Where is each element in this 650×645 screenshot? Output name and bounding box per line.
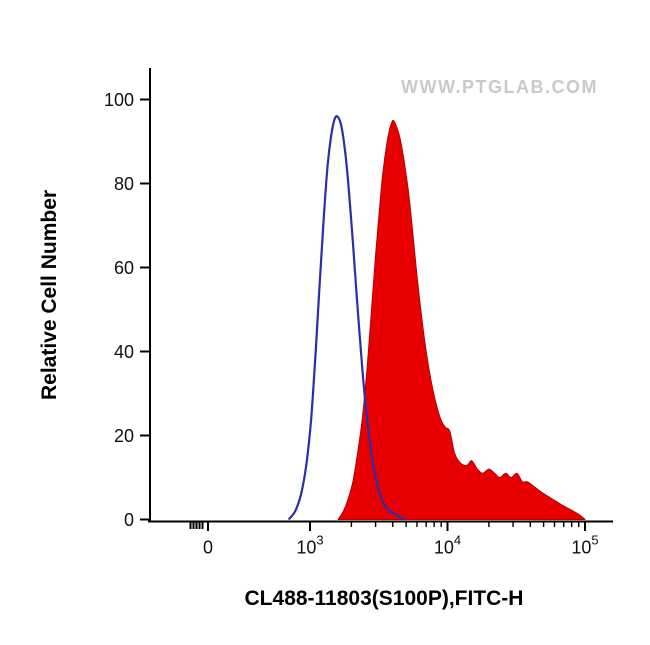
- blue-open-histogram: [287, 115, 405, 521]
- y-tick-label: 80: [114, 174, 134, 194]
- y-axis-label: Relative Cell Number: [38, 190, 61, 400]
- x-tick-label: 104: [434, 533, 461, 558]
- series-layer: [287, 115, 586, 521]
- x-tick-label: 0: [203, 538, 213, 558]
- y-tick-label: 40: [114, 342, 134, 362]
- x-axis-label: CL488-11803(S100P),FITC-H: [245, 587, 524, 610]
- y-tick-label: 60: [114, 258, 134, 278]
- watermark: WWW.PTGLAB.COM: [401, 77, 598, 97]
- red-filled-histogram: [337, 119, 586, 520]
- x-tick-label: 103: [296, 533, 323, 558]
- y-tick-label: 0: [124, 510, 134, 530]
- axes-layer: [148, 68, 613, 523]
- y-axis-ticks: 0 20 40 60 80 100: [104, 90, 150, 530]
- x-axis-ticks: 0 103 104 105: [189, 521, 599, 558]
- y-tick-label: 100: [104, 90, 134, 110]
- x-tick-label: 105: [571, 533, 598, 558]
- y-tick-label: 20: [114, 426, 134, 446]
